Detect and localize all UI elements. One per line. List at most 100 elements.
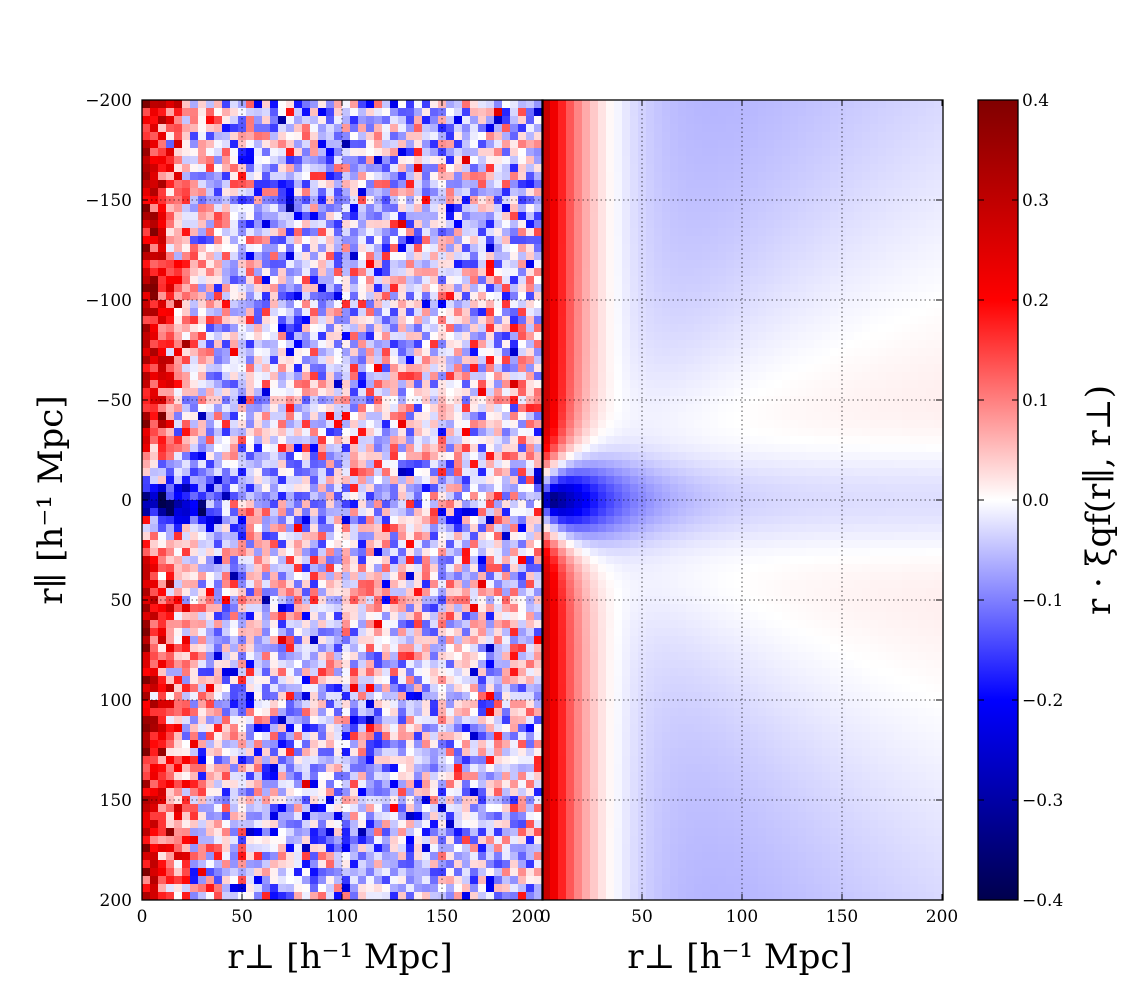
left-heatmap-cell [270,444,279,453]
left-heatmap-cell [422,700,431,709]
left-heatmap-cell [478,684,487,693]
left-heatmap-cell [246,420,255,429]
left-heatmap-cell [222,524,231,533]
left-heatmap-cell [518,396,527,405]
left-heatmap-cell [518,412,527,421]
left-heatmap-cell [286,660,295,669]
left-heatmap-cell [358,820,367,829]
left-heatmap-cell [382,212,391,221]
left-heatmap-cell [190,396,199,405]
left-heatmap-cell [286,412,295,421]
left-heatmap-cell [294,636,303,645]
left-heatmap-cell [510,516,519,525]
left-heatmap-cell [214,484,223,493]
left-heatmap-cell [310,556,319,565]
left-heatmap-cell [438,612,447,621]
left-heatmap-cell [390,300,399,309]
left-heatmap-cell [166,540,175,549]
left-heatmap-cell [350,308,359,317]
left-heatmap-cell [534,812,543,821]
left-heatmap-cell [182,300,191,309]
left-heatmap-cell [270,124,279,133]
left-heatmap-cell [222,612,231,621]
left-heatmap-cell [334,548,343,557]
left-heatmap-cell [438,444,447,453]
left-heatmap-cell [382,292,391,301]
left-heatmap-cell [166,788,175,797]
left-heatmap-cell [230,172,239,181]
left-heatmap-cell [398,468,407,477]
left-heatmap-cell [478,580,487,589]
left-heatmap-cell [470,580,479,589]
left-heatmap-cell [222,796,231,805]
left-heatmap-cell [190,884,199,893]
left-heatmap-cell [310,324,319,333]
left-heatmap-cell [486,508,495,517]
left-heatmap-cell [406,236,415,245]
left-heatmap-cell [454,884,463,893]
left-heatmap-cell [350,100,359,109]
left-heatmap-cell [406,348,415,357]
left-heatmap-cell [150,844,159,853]
left-heatmap-cell [214,332,223,341]
left-heatmap-cell [158,284,167,293]
left-heatmap-cell [366,188,375,197]
left-heatmap-cell [470,124,479,133]
left-heatmap-cell [166,460,175,469]
left-heatmap-cell [302,636,311,645]
left-heatmap-cell [294,428,303,437]
left-heatmap-cell [398,244,407,253]
left-heatmap-cell [486,132,495,141]
left-heatmap-cell [534,612,543,621]
left-heatmap-cell [462,660,471,669]
left-heatmap-cell [278,676,287,685]
left-heatmap-cell [406,284,415,293]
left-heatmap-cell [214,724,223,733]
left-heatmap-cell [142,788,151,797]
left-heatmap-cell [334,860,343,869]
left-heatmap-cell [150,140,159,149]
left-heatmap-cell [478,748,487,757]
left-heatmap-cell [382,684,391,693]
left-heatmap-cell [470,460,479,469]
left-heatmap-cell [478,324,487,333]
left-heatmap-cell [502,316,511,325]
left-heatmap-cell [230,284,239,293]
left-heatmap-cell [214,244,223,253]
left-heatmap-cell [422,868,431,877]
left-heatmap-cell [510,156,519,165]
left-heatmap-cell [230,204,239,213]
left-heatmap-cell [142,108,151,117]
left-heatmap-cell [270,700,279,709]
left-heatmap-cell [318,148,327,157]
left-heatmap-cell [254,548,263,557]
left-heatmap-cell [150,444,159,453]
left-heatmap-cell [166,164,175,173]
left-heatmap-cell [246,316,255,325]
left-heatmap-cell [390,340,399,349]
left-heatmap-cell [214,372,223,381]
left-heatmap-cell [462,692,471,701]
left-heatmap-cell [230,780,239,789]
left-heatmap-cell [222,652,231,661]
left-heatmap-cell [222,308,231,317]
left-heatmap-cell [326,892,335,901]
left-heatmap-cell [222,388,231,397]
left-heatmap-cell [358,284,367,293]
left-heatmap-cell [262,844,271,853]
left-heatmap-cell [318,540,327,549]
left-heatmap-cell [214,644,223,653]
left-heatmap-cell [166,156,175,165]
left-heatmap-cell [454,100,463,109]
left-heatmap-cell [406,780,415,789]
left-heatmap-cell [398,660,407,669]
left-heatmap-cell [206,356,215,365]
left-heatmap-cell [230,620,239,629]
left-heatmap-cell [478,476,487,485]
left-heatmap-cell [238,108,247,117]
left-heatmap-cell [518,684,527,693]
left-heatmap-cell [374,492,383,501]
left-heatmap-cell [430,788,439,797]
left-heatmap-cell [206,668,215,677]
left-heatmap-cell [174,692,183,701]
